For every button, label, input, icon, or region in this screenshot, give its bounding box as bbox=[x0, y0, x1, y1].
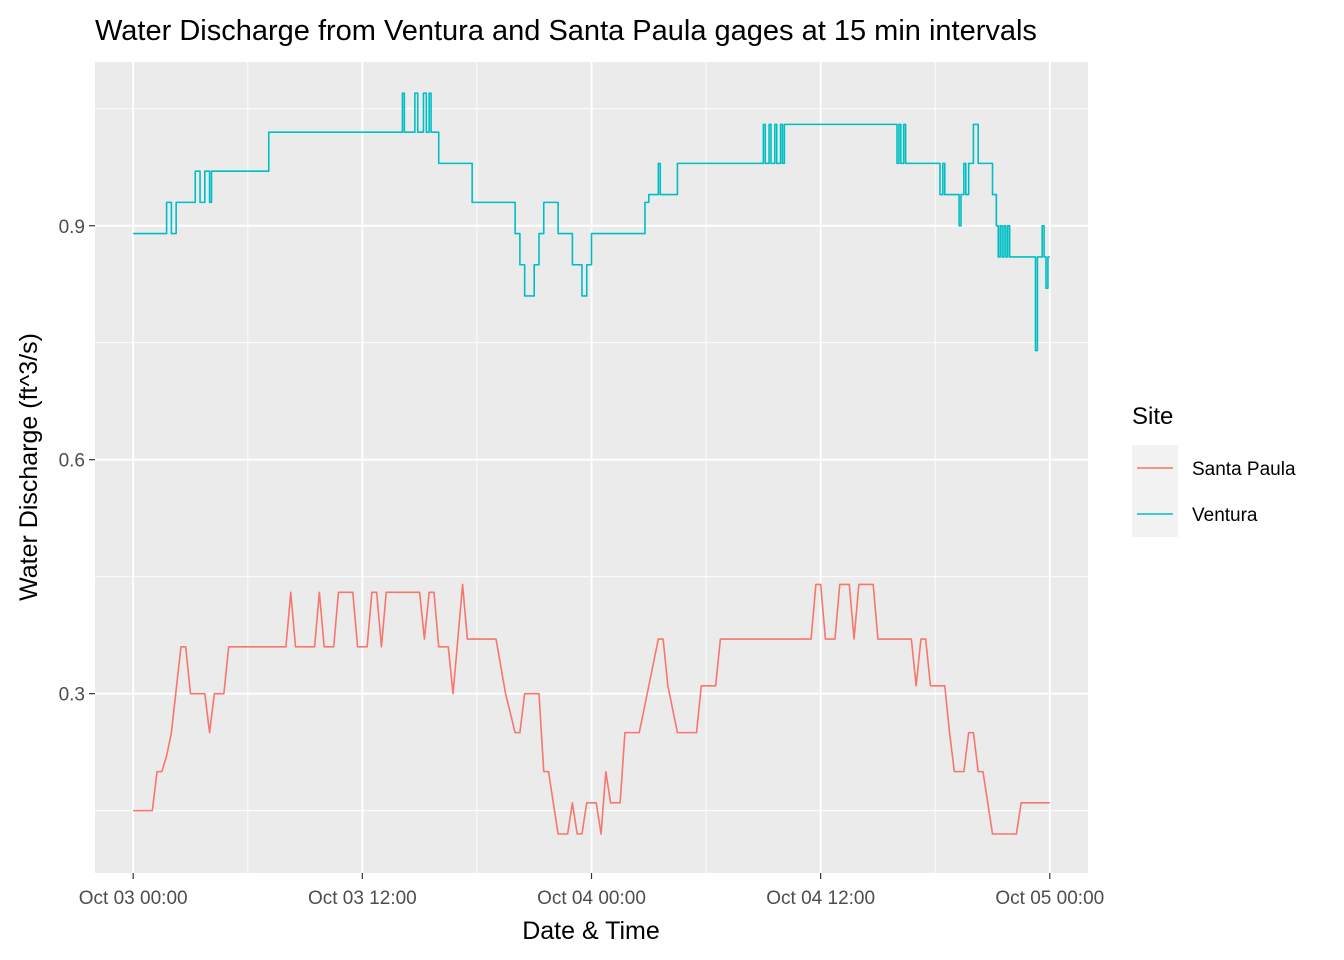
series-line-ventura bbox=[133, 92, 1050, 352]
x-tick-label: Oct 05 00:00 bbox=[995, 888, 1104, 909]
y-tick-label: 0.3 bbox=[59, 685, 85, 706]
x-tick-label: Oct 04 00:00 bbox=[537, 888, 646, 909]
legend-label: Santa Paula bbox=[1192, 459, 1296, 480]
x-tick-label: Oct 04 12:00 bbox=[766, 888, 875, 909]
y-axis-title: Water Discharge (ft^3/s) bbox=[15, 333, 43, 601]
plot-panel bbox=[95, 62, 1088, 873]
y-tick-label: 0.6 bbox=[59, 451, 85, 472]
y-tick-label: 0.9 bbox=[59, 217, 85, 238]
series-line-santa-paula bbox=[133, 583, 1050, 835]
x-tick-label: Oct 03 00:00 bbox=[79, 888, 188, 909]
legend: Site Santa Paula Ventura bbox=[1132, 403, 1296, 537]
x-axis-title: Date & Time bbox=[522, 917, 660, 945]
chart-title: Water Discharge from Ventura and Santa P… bbox=[95, 15, 1037, 47]
x-tick-label: Oct 03 12:00 bbox=[308, 888, 417, 909]
legend-title: Site bbox=[1132, 403, 1173, 430]
legend-label: Ventura bbox=[1192, 505, 1258, 526]
